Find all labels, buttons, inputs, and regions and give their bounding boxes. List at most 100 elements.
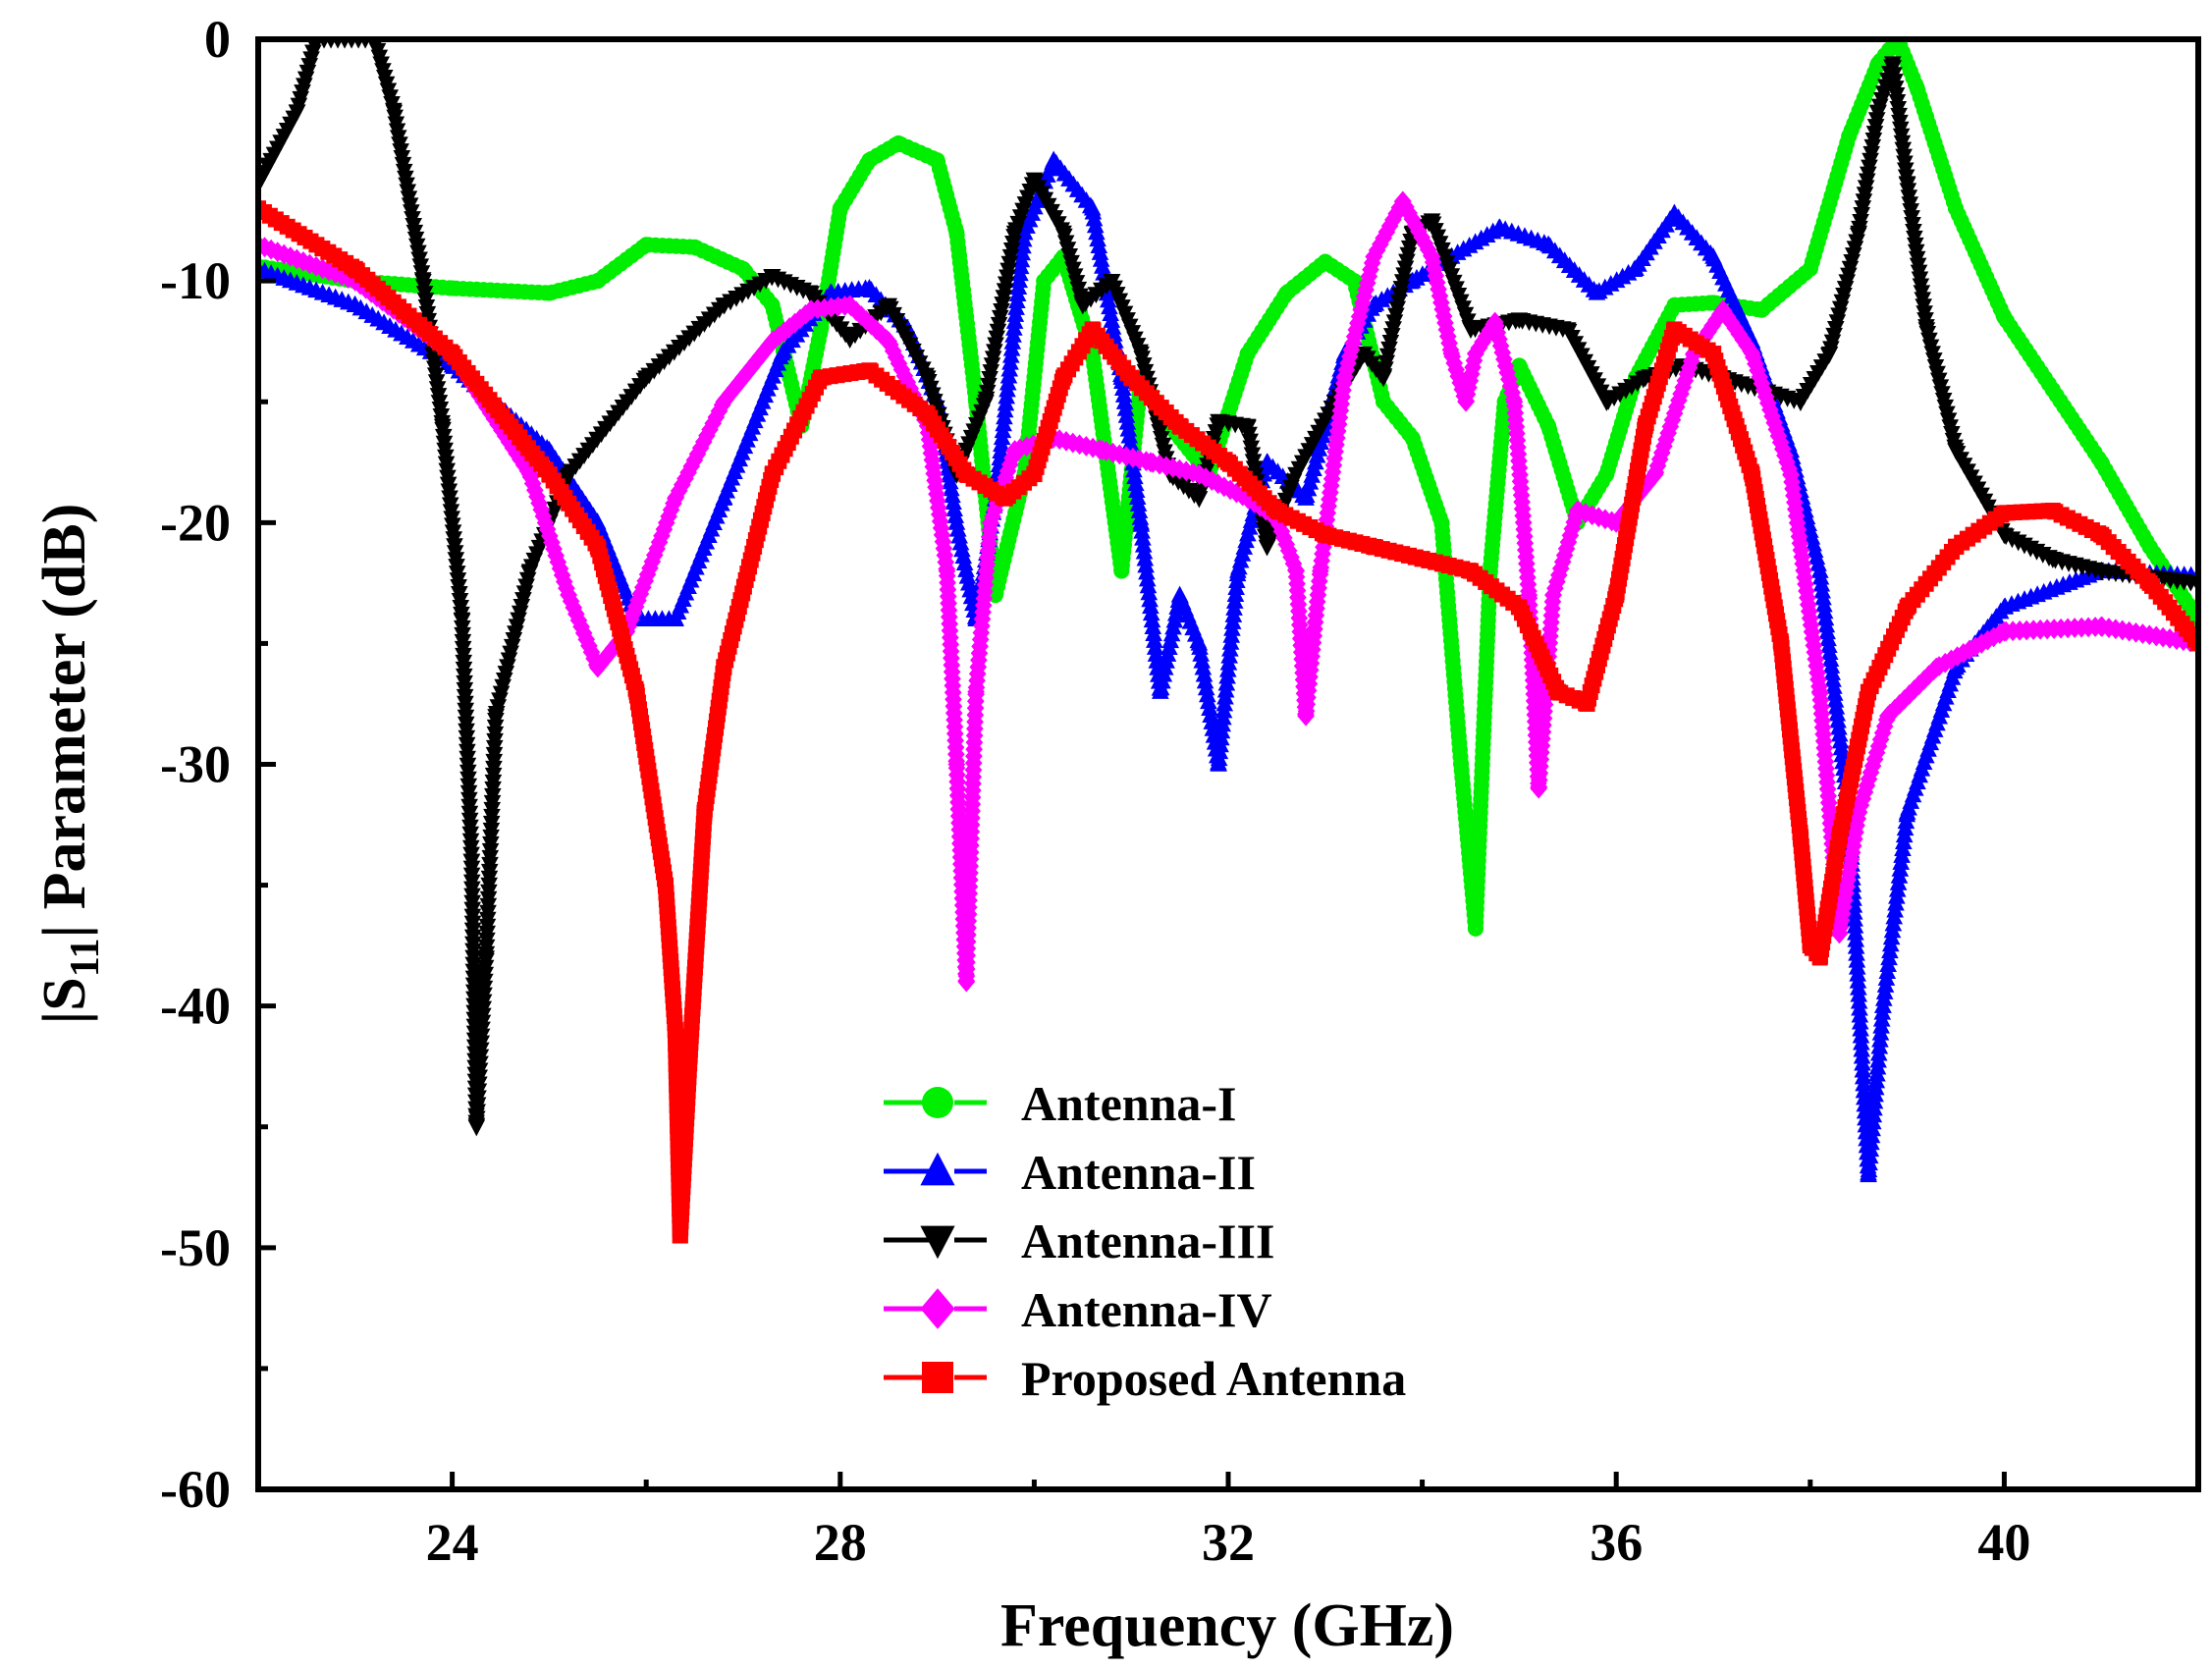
data-point-proposed-antenna	[1026, 466, 1043, 483]
data-point-antenna-i	[1841, 128, 1858, 144]
data-point-antenna-iv	[520, 463, 539, 485]
marker-antenna-ii	[1127, 474, 1145, 492]
data-point-antenna-iii	[1597, 395, 1616, 411]
data-point-antenna-iii	[560, 466, 577, 484]
marker-antenna-ii	[1828, 704, 1847, 722]
marker-antenna-iii	[1380, 341, 1398, 358]
marker-antenna-ii	[1825, 683, 1844, 701]
marker-antenna-ii	[1201, 699, 1218, 717]
data-point-proposed-antenna	[1317, 526, 1333, 543]
marker-antenna-ii	[1126, 467, 1144, 485]
marker-antenna-iii	[984, 350, 1002, 368]
marker-antenna-ii	[1815, 595, 1833, 613]
marker-antenna-ii	[1140, 583, 1159, 601]
data-point-antenna-ii	[540, 440, 559, 458]
data-point-antenna-iv	[1568, 500, 1587, 521]
marker-antenna-ii	[1818, 622, 1836, 640]
data-point-antenna-iv	[1142, 452, 1160, 473]
series-proposed-antenna	[258, 200, 2198, 1244]
data-point-antenna-ii	[1297, 489, 1315, 506]
marker-antenna-ii	[955, 554, 974, 570]
data-point-antenna-iii	[2044, 552, 2062, 568]
marker-antenna-iii	[1004, 236, 1022, 252]
marker-antenna-ii	[1125, 460, 1143, 478]
data-point-antenna-ii	[1229, 561, 1247, 578]
data-point-antenna-iv	[1312, 561, 1329, 581]
data-point-antenna-iii	[840, 332, 859, 349]
data-point-antenna-iv	[1335, 367, 1354, 389]
marker-antenna-ii	[1833, 745, 1852, 763]
data-point-antenna-ii	[667, 610, 684, 626]
data-point-antenna-iii	[1559, 322, 1577, 339]
data-point-antenna-iii	[433, 418, 452, 436]
legend-label: Antenna-III	[1021, 1213, 1274, 1268]
data-point-antenna-ii	[1860, 1165, 1877, 1183]
data-point-proposed-antenna	[1123, 369, 1140, 386]
y-tick-label: -50	[160, 1218, 231, 1277]
data-point-antenna-iii	[1995, 527, 2014, 545]
data-point-proposed-antenna	[1608, 587, 1625, 604]
data-point-antenna-iii	[385, 104, 404, 122]
data-point-antenna-ii	[1210, 754, 1227, 772]
marker-antenna-ii	[943, 479, 960, 497]
data-point-antenna-iv	[1238, 488, 1257, 510]
data-point-antenna-ii	[1258, 453, 1276, 469]
y-tick-label: 0	[204, 10, 231, 69]
marker-antenna-ii	[1128, 488, 1147, 505]
marker-antenna-ii	[1138, 563, 1156, 580]
legend-label: Antenna-I	[1021, 1076, 1236, 1131]
data-point-antenna-iii	[477, 950, 495, 968]
marker-antenna-ii	[1135, 542, 1154, 560]
marker-antenna-ii	[1101, 297, 1118, 315]
legend-item-antenna-ii: Antenna-II	[884, 1145, 1256, 1200]
marker-antenna-ii	[1117, 405, 1136, 423]
marker-antenna-iii	[1855, 193, 1873, 211]
data-point-antenna-iii	[1210, 413, 1227, 431]
marker-antenna-iii	[980, 377, 998, 395]
data-point-antenna-iv	[1530, 778, 1547, 799]
marker-antenna-iv	[862, 314, 881, 336]
marker-antenna-iii	[988, 330, 1006, 348]
marker-antenna-iii	[1395, 267, 1413, 285]
marker-antenna-ii	[1815, 602, 1834, 620]
legend-label: Antenna-IV	[1021, 1282, 1272, 1337]
data-point-antenna-iv	[1995, 620, 2014, 642]
marker-antenna-ii	[1831, 731, 1850, 749]
data-point-antenna-ii	[1947, 658, 1965, 675]
marker-antenna-ii	[1814, 588, 1832, 606]
data-point-proposed-antenna	[681, 1046, 698, 1062]
marker-antenna-ii	[1138, 569, 1157, 587]
marker-antenna-ii	[1086, 216, 1105, 234]
marker-antenna-ii	[1115, 393, 1134, 409]
marker-antenna-ii	[1120, 426, 1139, 444]
data-point-proposed-antenna	[1579, 695, 1595, 712]
data-point-antenna-iv	[840, 295, 859, 316]
marker-antenna-ii	[1199, 685, 1216, 703]
marker-antenna-iii	[993, 303, 1010, 320]
marker-antenna-ii	[1142, 604, 1160, 621]
data-point-antenna-i	[948, 224, 965, 241]
data-point-antenna-i	[1948, 200, 1964, 217]
data-point-proposed-antenna	[667, 1022, 683, 1039]
data-point-antenna-iii	[1792, 395, 1809, 411]
marker-antenna-ii	[1099, 291, 1117, 308]
marker-antenna-ii	[1088, 223, 1106, 241]
data-point-antenna-iv	[1005, 440, 1024, 460]
marker-antenna-ii	[1192, 644, 1210, 662]
data-point-antenna-iii	[715, 297, 733, 315]
data-point-antenna-ii	[947, 512, 966, 530]
marker-antenna-ii	[954, 547, 973, 565]
data-point-antenna-ii	[1132, 512, 1150, 530]
marker-antenna-iii	[981, 371, 998, 388]
y-axis-label-suffix: | Parameter (dB)	[31, 504, 98, 939]
marker-antenna-ii	[1142, 597, 1160, 615]
data-point-proposed-antenna	[958, 466, 975, 483]
marker-antenna-ii	[1829, 711, 1847, 728]
marker-antenna-ii	[1832, 738, 1851, 756]
marker-antenna-iii	[1854, 200, 1872, 217]
y-axis-label-prefix: |S	[31, 977, 98, 1024]
legend-marker-antenna-i	[922, 1087, 953, 1118]
marker-antenna-ii	[1200, 692, 1217, 710]
marker-antenna-ii	[945, 500, 963, 516]
